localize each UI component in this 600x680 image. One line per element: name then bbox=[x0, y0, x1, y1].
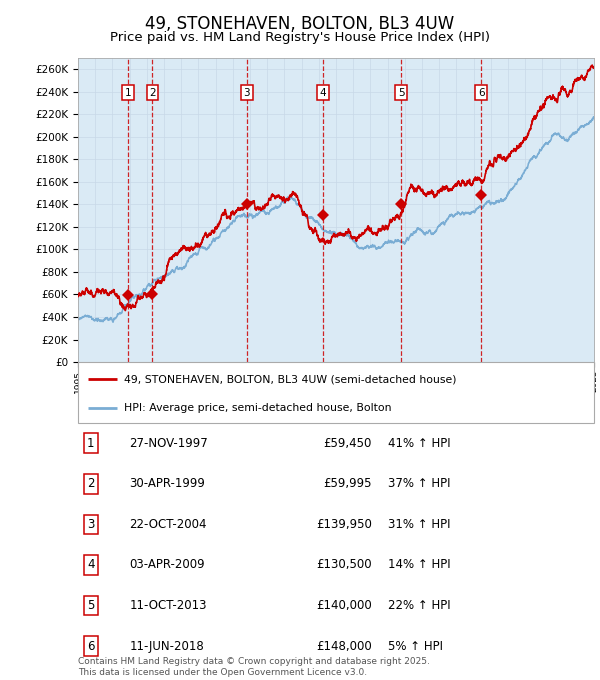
Text: 22-OCT-2004: 22-OCT-2004 bbox=[130, 518, 207, 531]
Text: 6: 6 bbox=[87, 640, 95, 653]
Text: HPI: Average price, semi-detached house, Bolton: HPI: Average price, semi-detached house,… bbox=[124, 403, 392, 413]
Text: £148,000: £148,000 bbox=[316, 640, 372, 653]
Text: 4: 4 bbox=[87, 558, 95, 571]
Text: 49, STONEHAVEN, BOLTON, BL3 4UW: 49, STONEHAVEN, BOLTON, BL3 4UW bbox=[145, 15, 455, 33]
Text: Price paid vs. HM Land Registry's House Price Index (HPI): Price paid vs. HM Land Registry's House … bbox=[110, 31, 490, 44]
Text: 1: 1 bbox=[125, 88, 131, 98]
Text: 6: 6 bbox=[478, 88, 484, 98]
Text: 31% ↑ HPI: 31% ↑ HPI bbox=[388, 518, 450, 531]
Text: 2: 2 bbox=[87, 477, 95, 490]
Text: 4: 4 bbox=[320, 88, 326, 98]
Text: 11-JUN-2018: 11-JUN-2018 bbox=[130, 640, 205, 653]
Text: £139,950: £139,950 bbox=[316, 518, 372, 531]
Text: 03-APR-2009: 03-APR-2009 bbox=[130, 558, 205, 571]
Text: 27-NOV-1997: 27-NOV-1997 bbox=[130, 437, 208, 449]
Text: £130,500: £130,500 bbox=[316, 558, 372, 571]
Text: 5: 5 bbox=[87, 599, 95, 612]
Text: £59,995: £59,995 bbox=[323, 477, 372, 490]
Text: 30-APR-1999: 30-APR-1999 bbox=[130, 477, 205, 490]
Text: 11-OCT-2013: 11-OCT-2013 bbox=[130, 599, 207, 612]
Text: 37% ↑ HPI: 37% ↑ HPI bbox=[388, 477, 450, 490]
Text: 49, STONEHAVEN, BOLTON, BL3 4UW (semi-detached house): 49, STONEHAVEN, BOLTON, BL3 4UW (semi-de… bbox=[124, 374, 457, 384]
Text: 5: 5 bbox=[398, 88, 404, 98]
Text: £59,450: £59,450 bbox=[324, 437, 372, 449]
Text: 22% ↑ HPI: 22% ↑ HPI bbox=[388, 599, 450, 612]
Text: 41% ↑ HPI: 41% ↑ HPI bbox=[388, 437, 450, 449]
Text: 14% ↑ HPI: 14% ↑ HPI bbox=[388, 558, 450, 571]
Text: 2: 2 bbox=[149, 88, 156, 98]
Text: 5% ↑ HPI: 5% ↑ HPI bbox=[388, 640, 443, 653]
Text: Contains HM Land Registry data © Crown copyright and database right 2025.
This d: Contains HM Land Registry data © Crown c… bbox=[78, 657, 430, 677]
Text: 3: 3 bbox=[244, 88, 250, 98]
Text: 1: 1 bbox=[87, 437, 95, 449]
Text: £140,000: £140,000 bbox=[316, 599, 372, 612]
Text: 3: 3 bbox=[87, 518, 95, 531]
